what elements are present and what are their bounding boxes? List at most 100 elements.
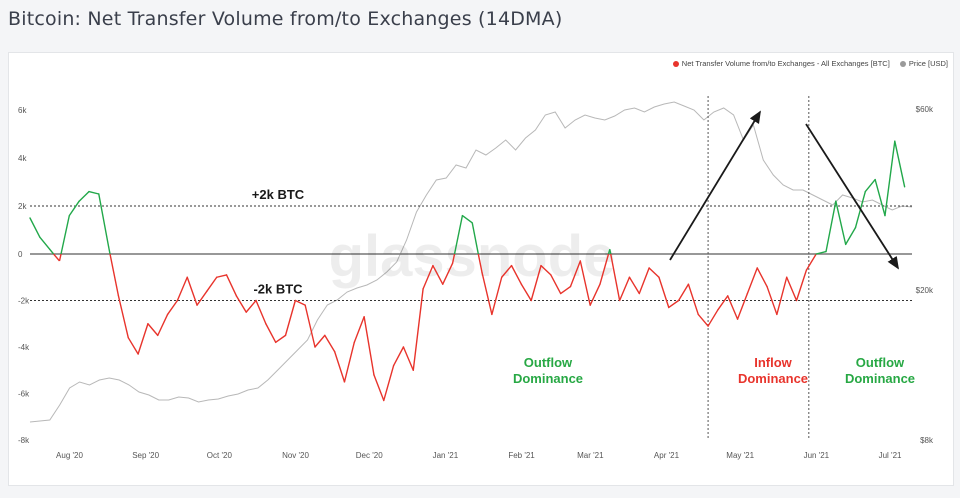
legend-label-net: Net Transfer Volume from/to Exchanges - …: [681, 59, 890, 68]
net-series-segment: [491, 276, 503, 316]
net-series-segment: [453, 215, 464, 255]
annotation-outflow-dominance-2-line-1: Outflow: [856, 355, 905, 370]
net-series-segment: [363, 316, 375, 376]
net-series-segment: [884, 140, 896, 217]
legend-item-net[interactable]: Net Transfer Volume from/to Exchanges - …: [672, 59, 890, 68]
legend-item-price[interactable]: Price [USD]: [899, 59, 948, 68]
annotation-outflow-dominance-1-line-2: Dominance: [513, 371, 583, 386]
net-series-segment: [78, 190, 90, 202]
trend-arrow-down: [805, 123, 899, 270]
net-series-segment: [186, 276, 198, 306]
net-series-segment: [707, 309, 719, 327]
net-series-segment: [353, 316, 365, 344]
net-series-segment: [98, 193, 110, 248]
annotation-inflow-dominance-line-1: Inflow: [754, 355, 792, 370]
net-series-segment: [501, 264, 513, 278]
x-tick-label: Mar '21: [577, 451, 604, 460]
net-series-segment: [343, 341, 356, 383]
net-series-segment: [471, 222, 479, 255]
net-series-segment: [727, 295, 739, 320]
x-tick-label: Jan '21: [433, 451, 459, 460]
axis-layer: 6k 4k 2k 0 -2k -4k -6k -8k $60k $20k $8k Aug '20 Sep…: [18, 105, 934, 460]
net-series-segment: [481, 271, 493, 316]
net-series-segment: [786, 276, 798, 302]
reference-label-plus-2k: +2k BTC: [252, 187, 305, 202]
annotation-outflow-dominance-1-line-1: Outflow: [524, 355, 573, 370]
net-series-segment: [107, 246, 111, 255]
net-series-segment: [392, 346, 405, 367]
net-series-segment: [109, 253, 120, 296]
y-left-tick-label: 4k: [18, 154, 27, 163]
net-series-segment: [756, 267, 768, 288]
net-series-segment: [579, 260, 591, 306]
net-series-segment: [589, 283, 601, 306]
net-series-segment: [68, 200, 80, 217]
x-tick-label: May '21: [726, 451, 754, 460]
net-series-segment: [894, 140, 906, 188]
annotation-layer: OutflowDominanceInflowDominanceOutflowDo…: [513, 110, 915, 386]
net-series-segment: [638, 267, 650, 295]
y-left-tick-label: 2k: [18, 202, 27, 211]
net-series-segment: [559, 285, 572, 295]
legend-dot-net-icon: [672, 60, 679, 67]
net-series-segment: [373, 374, 385, 402]
annotation-outflow-dominance-2-line-2: Dominance: [845, 371, 915, 386]
net-series-segment: [776, 276, 788, 316]
net-series-segment: [176, 276, 188, 302]
net-series-segment: [274, 334, 287, 344]
price-series-line: [29, 101, 913, 423]
net-series-segment: [610, 253, 621, 301]
net-series-segment: [599, 253, 610, 285]
y-right-tick-label: $60k: [916, 105, 934, 114]
net-series-segment: [245, 299, 257, 313]
net-series-segment: [117, 295, 129, 339]
watermark: glassnode: [329, 224, 616, 289]
y-left-tick-label: -4k: [18, 343, 30, 352]
net-series-segment: [225, 274, 238, 297]
net-series-segment: [717, 295, 729, 311]
y-left-tick-label: -2k: [18, 297, 30, 306]
net-series-segment: [422, 264, 434, 290]
y-left-tick-label: -6k: [18, 390, 30, 399]
net-series-segment: [658, 276, 670, 309]
y-left-tick-label: -8k: [18, 436, 30, 445]
net-series-segment: [825, 200, 837, 253]
net-series-segment: [383, 364, 395, 402]
net-series-segment: [628, 276, 640, 295]
net-series-segment: [835, 200, 847, 246]
page-title: Bitcoin: Net Transfer Volume from/to Exc…: [8, 8, 563, 30]
net-series-segment: [304, 304, 316, 348]
net-series-segment: [864, 178, 876, 193]
net-series-segment: [58, 253, 62, 262]
net-series-segment: [412, 288, 424, 371]
net-series-segment: [815, 250, 827, 255]
net-series-segment: [157, 313, 169, 337]
y-right-tick-label: $20k: [916, 286, 934, 295]
net-series-segment: [795, 269, 808, 302]
net-series-segment: [284, 299, 297, 337]
x-tick-label: Nov '20: [282, 451, 309, 460]
net-series-segment: [294, 299, 306, 306]
net-series-segment: [137, 323, 149, 355]
net-series-segment: [540, 264, 552, 276]
net-series-segment: [53, 253, 61, 262]
price-layer: [29, 101, 913, 423]
net-series-segment: [736, 292, 749, 320]
annotation-inflow-dominance-line-2: Dominance: [738, 371, 808, 386]
reference-lines-layer: +2k BTC -2k BTC: [30, 96, 912, 440]
net-series-segment: [314, 334, 326, 348]
x-tick-label: Dec '20: [356, 451, 383, 460]
net-series-segment: [88, 190, 100, 195]
net-series-segment: [265, 323, 277, 344]
x-tick-label: Jul '21: [879, 451, 902, 460]
net-series-segment: [147, 323, 159, 337]
net-series-segment: [451, 253, 456, 264]
net-series-segment: [510, 264, 523, 285]
y-right-tick-label: $8k: [920, 436, 934, 445]
net-series-segment: [766, 285, 778, 316]
net-series-segment: [216, 274, 228, 278]
net-series-segment: [477, 253, 483, 273]
net-series-segment: [677, 283, 690, 302]
x-tick-label: Aug '20: [56, 451, 83, 460]
